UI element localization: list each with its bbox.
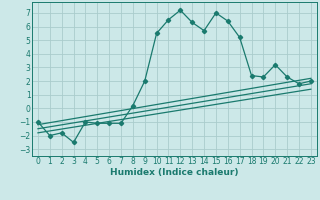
X-axis label: Humidex (Indice chaleur): Humidex (Indice chaleur): [110, 168, 239, 177]
